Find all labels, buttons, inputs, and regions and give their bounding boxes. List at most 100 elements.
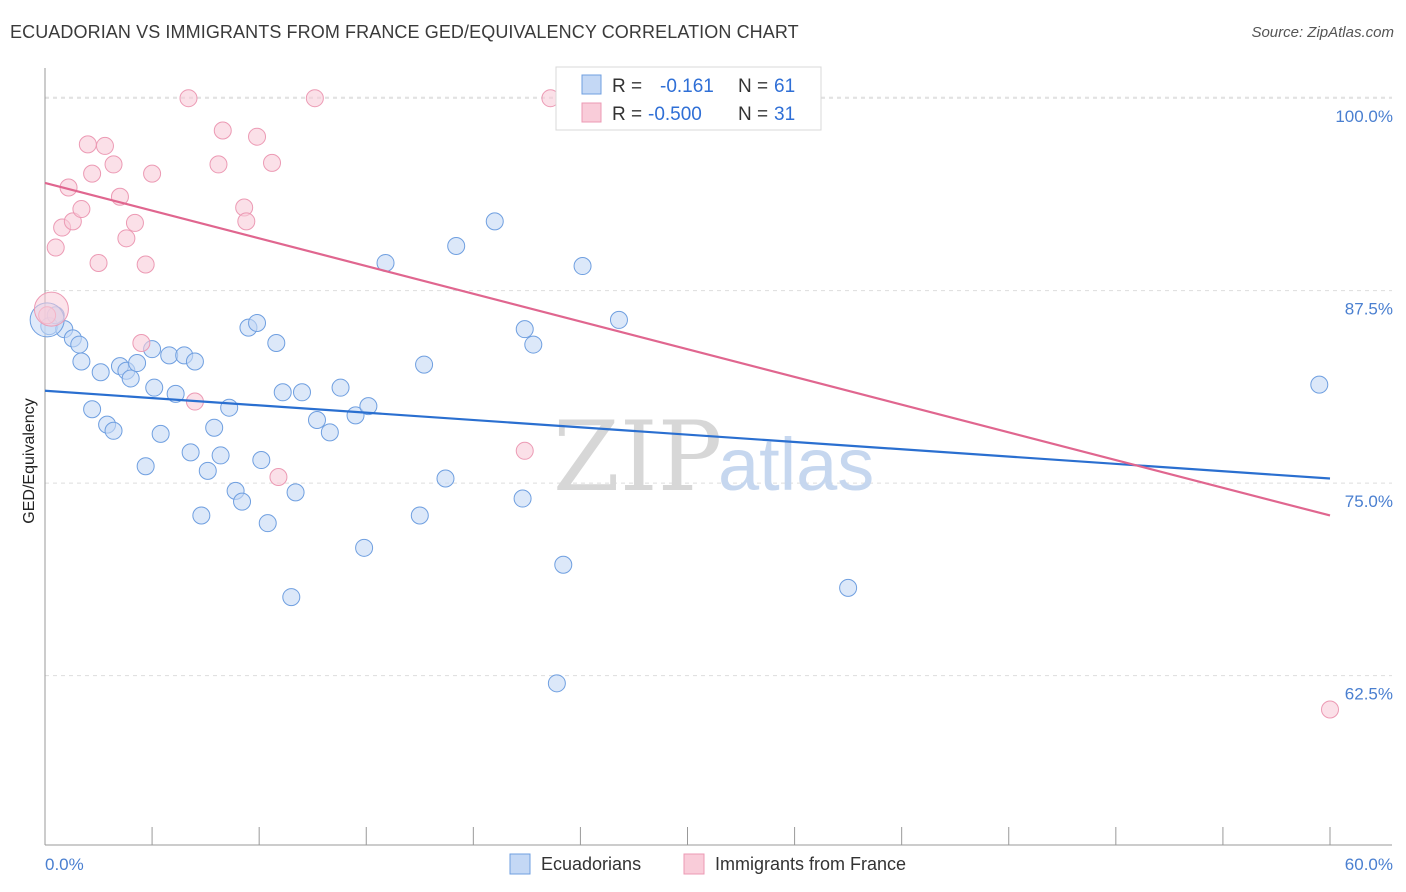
trend-line-blue — [44, 389, 1331, 480]
point-blue-6 — [83, 400, 102, 419]
y-axis-title: GED/Equivalency — [21, 398, 38, 523]
chart-title: ECUADORIAN VS IMMIGRANTS FROM FRANCE GED… — [10, 22, 799, 42]
point-blue-17 — [151, 424, 170, 443]
point-pink-17 — [179, 89, 198, 108]
point-blue-24 — [198, 461, 217, 480]
legend-label-france: Immigrants from France — [715, 854, 906, 874]
y-tick-label-0: 62.5% — [1345, 685, 1393, 704]
point-blue-37 — [286, 483, 305, 502]
point-blue-40 — [320, 423, 339, 442]
point-pink-26 — [305, 89, 324, 108]
point-pink-16 — [143, 164, 162, 183]
point-blue-36 — [282, 588, 301, 607]
axis-layer — [44, 68, 1392, 846]
point-blue-23 — [192, 506, 211, 525]
stats-n-value-2: 31 — [774, 104, 795, 125]
point-pink-23 — [248, 127, 267, 146]
stats-r-label-2: R = — [612, 104, 642, 125]
point-pink-6 — [78, 135, 97, 154]
point-blue-21 — [181, 443, 200, 462]
point-blue-16 — [145, 378, 164, 397]
point-blue-19 — [166, 384, 185, 403]
point-pink-13 — [125, 213, 144, 232]
grid-layer — [45, 96, 1392, 677]
point-blue-44 — [359, 397, 378, 416]
point-blue-57 — [609, 310, 628, 329]
y-tick-label-2: 87.5% — [1345, 300, 1393, 319]
point-blue-34 — [267, 334, 286, 353]
point-blue-56 — [573, 257, 592, 276]
point-pink-25 — [269, 467, 288, 486]
point-pink-27 — [515, 441, 534, 460]
point-blue-33 — [258, 514, 277, 533]
point-blue-55 — [554, 555, 573, 574]
legend-label-ecuadorians: Ecuadorians — [541, 854, 641, 874]
point-pink-9 — [95, 136, 114, 155]
point-blue-53 — [524, 335, 543, 354]
point-blue-46 — [410, 506, 429, 525]
point-pink-20 — [213, 121, 232, 140]
point-pink-5 — [72, 200, 91, 219]
legend: Ecuadorians Immigrants from France — [509, 853, 906, 875]
point-pink-30 — [33, 291, 69, 327]
point-blue-31 — [248, 314, 267, 333]
point-blue-47 — [415, 355, 434, 374]
point-blue-5 — [72, 352, 91, 371]
watermark-zip: ZIP — [553, 401, 722, 513]
point-blue-51 — [513, 489, 532, 508]
point-pink-12 — [117, 229, 136, 248]
point-blue-14 — [136, 457, 155, 476]
point-pink-10 — [104, 155, 123, 174]
point-pink-8 — [89, 253, 108, 272]
point-blue-39 — [307, 411, 326, 430]
point-blue-9 — [104, 421, 123, 440]
stats-r-value-1: -0.161 — [660, 76, 714, 97]
point-blue-50 — [485, 212, 504, 231]
x-tick-label-end: 60.0% — [1345, 855, 1393, 874]
point-pink-29 — [1321, 700, 1339, 719]
point-blue-32 — [252, 451, 271, 470]
points-layer — [29, 89, 1339, 719]
point-blue-4 — [70, 335, 89, 354]
point-blue-35 — [273, 383, 292, 402]
stats-r-value-2: -0.500 — [648, 104, 702, 125]
watermark: ZIP atlas — [553, 401, 874, 513]
point-pink-1 — [46, 238, 65, 257]
point-pink-15 — [136, 255, 155, 274]
point-blue-38 — [293, 383, 311, 402]
stats-r-label-1: R = — [612, 76, 642, 97]
point-blue-26 — [211, 446, 230, 465]
point-pink-4 — [63, 212, 82, 231]
y-tick-label-3: 100.0% — [1335, 107, 1393, 126]
point-pink-19 — [209, 155, 228, 174]
point-pink-7 — [83, 164, 102, 183]
x-tick-label-start: 0.0% — [45, 855, 84, 874]
point-pink-14 — [132, 334, 151, 353]
point-pink-24 — [263, 153, 282, 172]
trend-layer — [44, 181, 1331, 517]
point-blue-12 — [121, 369, 140, 388]
point-blue-52 — [515, 320, 534, 339]
point-blue-13 — [128, 354, 147, 373]
watermark-atlas: atlas — [718, 423, 874, 506]
point-blue-25 — [205, 418, 224, 437]
labels-layer: 62.5% 75.0% 87.5% 100.0% 0.0% 60.0% — [45, 107, 1393, 874]
stats-box: R = -0.161 N = 61 R = -0.500 N = 31 — [555, 66, 822, 131]
point-blue-18 — [160, 346, 179, 365]
stats-n-value-1: 61 — [774, 76, 795, 97]
point-blue-43 — [355, 538, 374, 557]
legend-swatch-ecuadorians — [509, 853, 531, 875]
trend-line-pink — [44, 181, 1331, 517]
legend-swatch-france — [683, 853, 705, 875]
stats-swatch-pink — [581, 102, 602, 123]
point-blue-59 — [1310, 375, 1329, 394]
point-blue-54 — [547, 674, 566, 693]
point-blue-48 — [436, 469, 455, 488]
chart-source: Source: ZipAtlas.com — [1251, 24, 1394, 41]
point-blue-29 — [233, 492, 252, 511]
point-blue-41 — [331, 378, 350, 397]
point-blue-27 — [220, 398, 239, 417]
point-blue-49 — [447, 237, 466, 256]
stats-swatch-blue — [581, 74, 602, 95]
